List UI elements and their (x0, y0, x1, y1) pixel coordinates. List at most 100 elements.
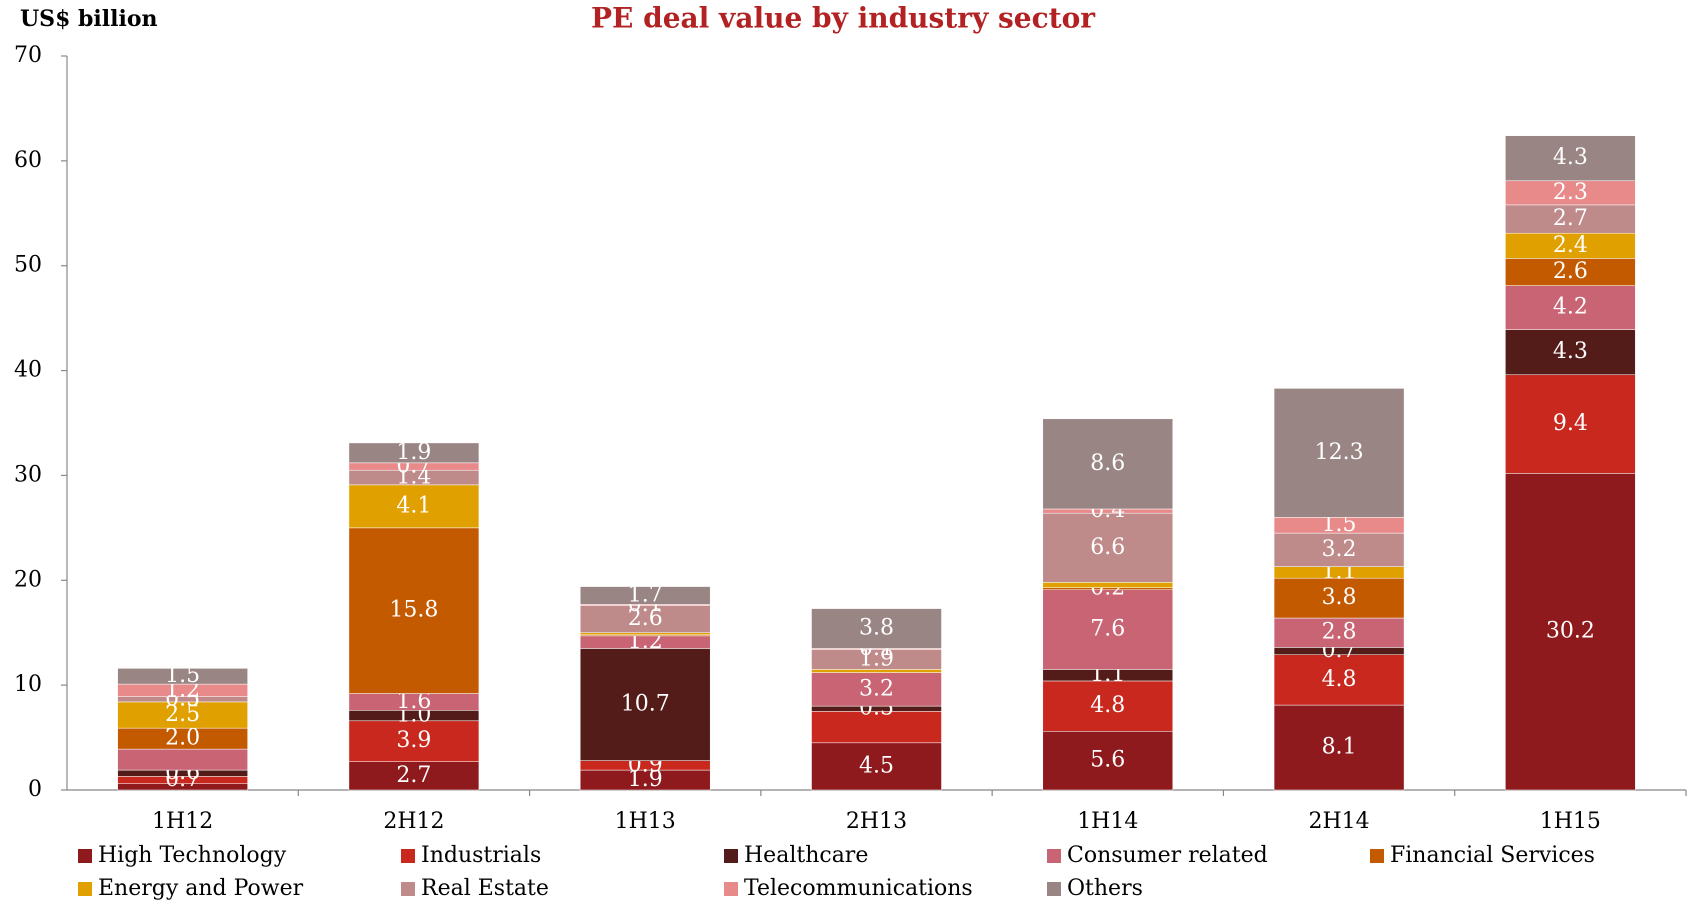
bar-segment (1505, 374, 1636, 474)
data-label: 4.8 (1090, 693, 1125, 718)
y-tick-label: 70 (14, 43, 42, 68)
bar-segment (811, 608, 942, 649)
bar-segment (1273, 577, 1405, 619)
bar-segment (1505, 258, 1636, 286)
data-label: 4.2 (1553, 295, 1588, 320)
data-label: 3.8 (1322, 585, 1357, 610)
legend-label: Consumer related (1067, 843, 1268, 868)
data-label: 3.8 (859, 616, 894, 641)
data-label: 10.7 (621, 692, 670, 717)
x-tick-label: 1H12 (152, 809, 213, 834)
data-label: 15.8 (389, 598, 438, 623)
legend-swatch (401, 849, 415, 863)
data-label: 9.4 (1553, 411, 1588, 436)
data-label: 6.6 (1090, 535, 1125, 560)
x-tick-label: 1H14 (1077, 809, 1138, 834)
bar-segment (1042, 680, 1174, 732)
bar-segment (811, 711, 942, 744)
y-tick-label: 40 (14, 358, 42, 383)
bar-segment (1273, 388, 1405, 518)
bar-segment (1505, 180, 1636, 206)
x-tick-label: 2H14 (1308, 809, 1369, 834)
bar-segment (1273, 617, 1405, 648)
data-label: 4.8 (1322, 667, 1357, 692)
bar-segment (579, 586, 711, 605)
y-tick-label: 10 (14, 672, 42, 697)
data-label: 1.9 (859, 646, 894, 671)
bar-segment (1042, 418, 1174, 510)
bar-segment (579, 605, 711, 633)
y-tick-label: 60 (14, 148, 42, 173)
y-tick-label: 0 (28, 777, 42, 802)
legend-label: Financial Services (1390, 843, 1595, 868)
bar-segment (1505, 204, 1636, 234)
bar-segment (348, 761, 480, 791)
legend-label: Others (1067, 876, 1143, 901)
chart-title: PE deal value by industry sector (591, 2, 1096, 35)
legend-swatch (78, 882, 92, 896)
legend-label: Telecommunications (744, 876, 973, 901)
bar-segment (348, 720, 480, 762)
legend-swatch (1370, 849, 1384, 863)
data-label: 4.5 (859, 753, 894, 778)
bar-segment (811, 742, 942, 791)
bar-segment (1505, 135, 1636, 182)
y-tick-label: 20 (14, 567, 42, 592)
data-label: 2.3 (1553, 180, 1588, 205)
data-label: 12.3 (1315, 440, 1364, 465)
bar-segment (117, 748, 248, 771)
data-label: 2.7 (396, 763, 431, 788)
x-tick-label: 2H13 (846, 809, 907, 834)
data-label: 7.6 (1090, 617, 1125, 642)
y-tick-label: 30 (14, 462, 42, 487)
bar-segment (1042, 731, 1174, 791)
legend-swatch (1047, 882, 1061, 896)
data-label: 1.9 (396, 440, 431, 465)
bar-segment (1042, 589, 1174, 670)
bar-segment (811, 672, 942, 707)
bar-segment (1273, 654, 1405, 706)
legend-swatch (724, 882, 738, 896)
legend-swatch (1047, 849, 1061, 863)
data-label: 2.0 (165, 726, 200, 751)
bar-segment (348, 442, 480, 464)
data-label: 4.1 (396, 493, 431, 518)
data-label: 8.1 (1322, 735, 1357, 760)
data-label: 3.2 (1322, 537, 1357, 562)
data-label: 1.9 (628, 767, 663, 792)
bar-segment (1505, 285, 1636, 330)
data-label: 2.5 (165, 702, 200, 727)
legend-label: Industrials (421, 843, 541, 868)
y-tick-label: 50 (14, 253, 42, 278)
legend-label: High Technology (98, 843, 287, 868)
bar-segment (1042, 582, 1174, 588)
bar-segment (1505, 232, 1636, 259)
data-label: 30.2 (1546, 619, 1595, 644)
data-label: 1.7 (628, 582, 663, 607)
bar-segment (1273, 532, 1405, 567)
bar-segment (117, 668, 248, 685)
legend-label: Energy and Power (98, 876, 304, 901)
legend-swatch (724, 849, 738, 863)
legend-swatch (78, 849, 92, 863)
data-label: 2.7 (1553, 206, 1588, 231)
data-label: 5.6 (1090, 748, 1125, 773)
data-label: 2.8 (1322, 620, 1357, 645)
y-axis-label: US$ billion (20, 6, 158, 32)
data-label: 2.6 (628, 606, 663, 631)
data-label: 3.9 (396, 728, 431, 753)
data-label: 4.3 (1553, 339, 1588, 364)
bar-segment (1042, 512, 1174, 583)
bar-segment (579, 648, 711, 761)
data-label: 1.5 (165, 663, 200, 688)
bar-segment (1273, 704, 1405, 791)
data-label: 3.2 (859, 676, 894, 701)
data-label: 8.6 (1090, 451, 1125, 476)
x-tick-label: 2H12 (383, 809, 444, 834)
legend-label: Healthcare (744, 843, 868, 868)
legend-swatch (401, 882, 415, 896)
data-label: 2.4 (1553, 233, 1588, 258)
legend-label: Real Estate (421, 876, 549, 901)
x-tick-label: 1H15 (1540, 809, 1601, 834)
